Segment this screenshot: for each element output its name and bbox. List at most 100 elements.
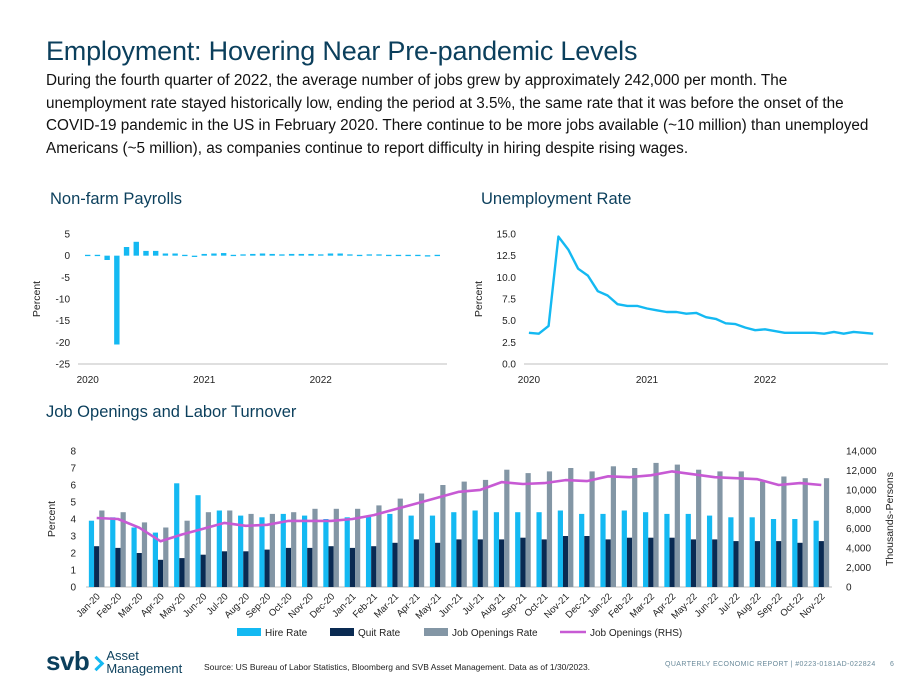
jolts-bar-openings: [141, 522, 148, 587]
payrolls-y-tick-label: 5: [64, 230, 70, 241]
jolts-bar-quit: [776, 541, 782, 587]
jolts-bar-quit: [392, 542, 398, 587]
jolts-y2-tick-label: 4,000: [846, 544, 871, 555]
jolts-x-tick-label: Mar-20: [116, 591, 145, 620]
jolts-bar-hire: [365, 515, 372, 587]
jolts-y-axis-label: Percent: [46, 501, 58, 537]
jolts-bar-hire: [451, 512, 457, 587]
jolts-bar-hire: [216, 510, 222, 587]
payrolls-bar: [279, 254, 285, 256]
jolts-y2-tick-label: 10,000: [846, 485, 877, 496]
jolts-bar-quit: [605, 539, 611, 587]
payrolls-x-tick-label: 2020: [77, 375, 100, 386]
jolts-bar-openings: [781, 476, 787, 587]
payrolls-bar: [386, 254, 392, 257]
jolts-bar-quit: [264, 549, 270, 587]
payrolls-chart-title: Non-farm Payrolls: [50, 190, 183, 208]
jolts-bar-quit: [349, 547, 356, 587]
jolts-bar-openings: [291, 512, 297, 587]
jolts-y-tick-label: 4: [70, 515, 76, 526]
jolts-legend-label: Hire Rate: [265, 628, 308, 639]
jolts-bar-hire: [408, 515, 414, 587]
payrolls-bar: [143, 250, 149, 256]
jolts-bar-openings: [376, 505, 382, 587]
jolts-y2-tick-label: 6,000: [846, 524, 871, 535]
jolts-x-tick-label: Mar-22: [628, 591, 657, 620]
jolts-bar-hire: [493, 512, 500, 587]
payrolls-bar: [347, 254, 353, 256]
jolts-bar-quit: [499, 539, 505, 587]
payrolls-bar: [356, 254, 363, 257]
jolts-bar-openings: [99, 510, 105, 587]
jolts-bar-hire: [323, 519, 329, 587]
unemployment-y-tick-label: 15.0: [497, 230, 517, 241]
jolts-bar-quit: [754, 541, 760, 587]
jolts-y-tick-label: 7: [70, 464, 76, 475]
jolts-bar-quit: [243, 551, 249, 587]
jolts-bar-openings: [333, 508, 339, 587]
unemployment-y-tick-label: 12.5: [497, 251, 517, 262]
jolts-bar-quit: [690, 539, 697, 587]
jolts-bar-hire: [664, 513, 670, 587]
payrolls-bar: [230, 254, 237, 257]
payrolls-y-tick-label: -20: [56, 338, 71, 349]
payrolls-bar: [182, 254, 188, 257]
jolts-bar-openings: [823, 478, 830, 587]
jolts-bar-openings: [440, 485, 446, 587]
jolts-bar-quit: [435, 542, 441, 587]
jolts-bar-openings: [269, 513, 275, 587]
payrolls-bar: [85, 254, 91, 257]
jolts-bar-openings: [482, 479, 489, 587]
jolts-y-tick-label: 5: [70, 498, 76, 509]
jolts-bar-hire: [813, 520, 819, 587]
jolts-y-tick-label: 6: [70, 481, 76, 492]
payrolls-bar: [366, 254, 373, 256]
jolts-bar-hire: [88, 520, 95, 587]
jolts-legend-label: Job Openings Rate: [452, 628, 538, 639]
jolts-bar-quit: [818, 541, 824, 587]
jolts-bar-hire: [685, 513, 691, 587]
jolts-bar-openings: [546, 471, 553, 587]
unemployment-y-tick-label: 10.0: [497, 273, 517, 284]
jolts-legend-swatch: [237, 628, 261, 636]
payrolls-bar: [104, 255, 110, 260]
payrolls-bar: [172, 253, 178, 256]
logo-subtitle: Asset Management: [106, 649, 182, 675]
intro-paragraph: During the fourth quarter of 2022, the a…: [46, 72, 869, 157]
payrolls-bar: [133, 241, 139, 256]
jolts-bar-hire: [770, 519, 777, 587]
payrolls-bar: [240, 254, 246, 256]
jolts-y2-axis-label: Thousands-Persons: [884, 472, 896, 566]
payrolls-bar: [211, 253, 217, 256]
jolts-bar-hire: [195, 495, 201, 587]
jolts-y-tick-label: 3: [70, 532, 76, 543]
jolts-bar-quit: [158, 559, 164, 587]
jolts-bar-hire: [792, 519, 798, 587]
jolts-bar-openings: [248, 513, 254, 587]
payrolls-bar: [220, 253, 227, 256]
jolts-x-tick-label: Mar-21: [372, 591, 401, 620]
jolts-bar-openings: [610, 466, 616, 587]
jolts-bar-quit: [136, 553, 142, 587]
jolts-bar-quit: [712, 539, 718, 587]
logo-wordmark: svb: [46, 646, 90, 676]
payrolls-bar: [201, 253, 207, 256]
jolts-bar-quit: [797, 542, 803, 587]
unemployment-y-axis-label: Percent: [473, 281, 485, 317]
jolts-bar-hire: [238, 515, 244, 587]
jolts-bar-quit: [584, 536, 590, 587]
jolts-bar-openings: [205, 512, 212, 587]
jolts-bar-openings: [184, 520, 190, 587]
payrolls-x-tick-label: 2022: [310, 375, 333, 386]
unemployment-y-tick-label: 0.0: [502, 360, 516, 371]
jolts-bar-openings: [738, 471, 744, 587]
jolts-y-tick-label: 2: [70, 549, 76, 560]
jolts-bar-openings: [120, 512, 126, 587]
payrolls-bar: [259, 253, 266, 256]
payrolls-bar: [191, 255, 198, 257]
unemployment-chart-title: Unemployment Rate: [481, 190, 632, 208]
jolts-bar-quit: [626, 537, 633, 587]
jolts-x-tick-label: Jun-20: [181, 591, 209, 619]
